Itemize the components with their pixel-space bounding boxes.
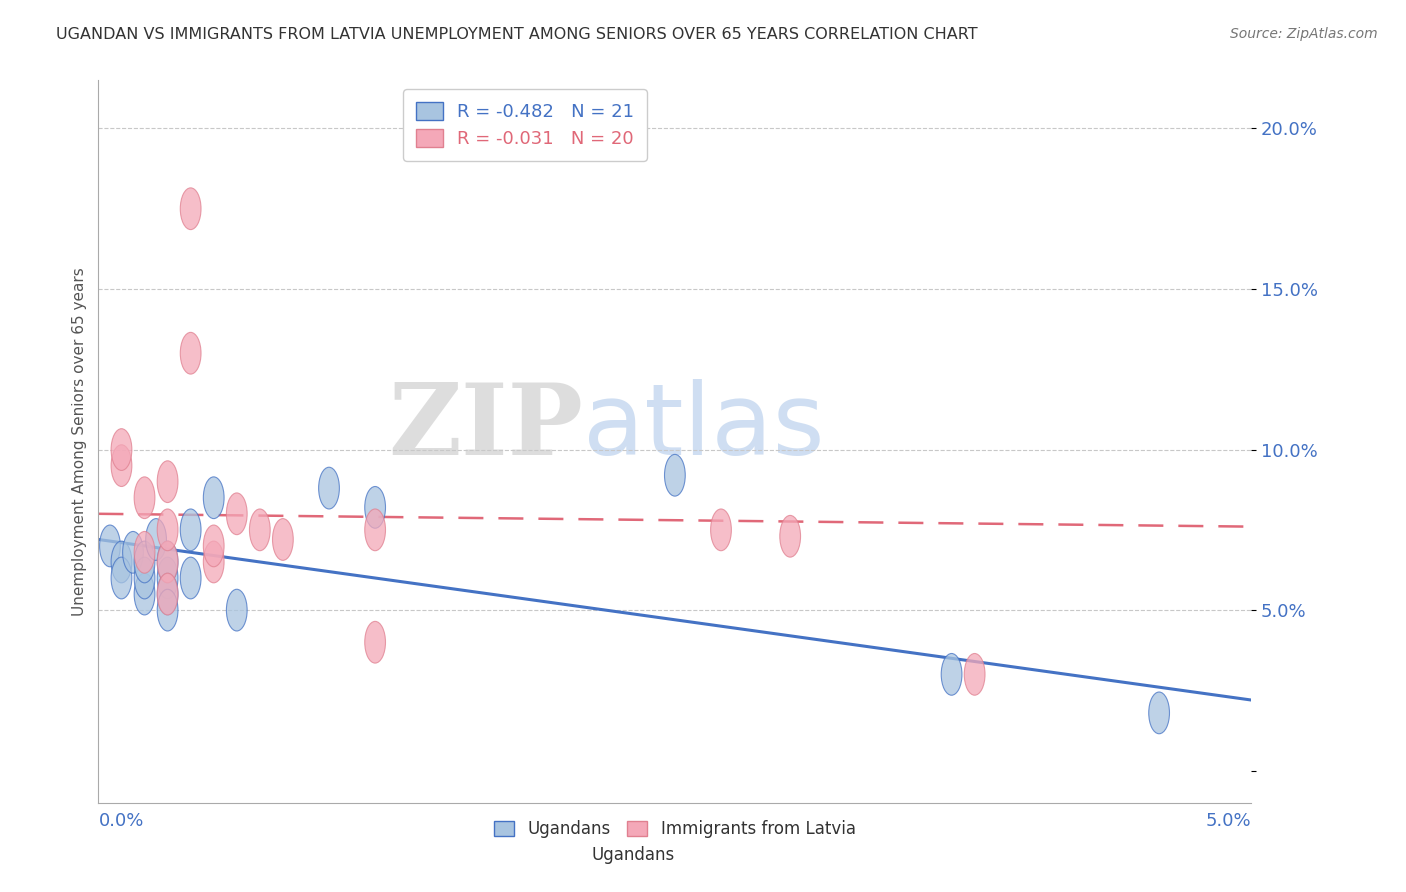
- Ellipse shape: [249, 509, 270, 550]
- Ellipse shape: [180, 188, 201, 229]
- Ellipse shape: [364, 509, 385, 550]
- Ellipse shape: [1149, 692, 1170, 734]
- Ellipse shape: [780, 516, 800, 558]
- Ellipse shape: [157, 558, 179, 599]
- Y-axis label: Unemployment Among Seniors over 65 years: Unemployment Among Seniors over 65 years: [72, 268, 87, 615]
- Ellipse shape: [180, 509, 201, 550]
- Ellipse shape: [204, 541, 224, 582]
- Ellipse shape: [710, 509, 731, 550]
- Legend: Ugandans, Immigrants from Latvia: Ugandans, Immigrants from Latvia: [488, 814, 862, 845]
- Ellipse shape: [180, 558, 201, 599]
- Ellipse shape: [204, 525, 224, 566]
- Ellipse shape: [364, 486, 385, 528]
- Ellipse shape: [364, 622, 385, 663]
- Ellipse shape: [134, 477, 155, 518]
- Ellipse shape: [122, 532, 143, 574]
- Ellipse shape: [157, 541, 179, 582]
- Ellipse shape: [111, 558, 132, 599]
- Ellipse shape: [146, 518, 166, 560]
- Ellipse shape: [134, 532, 155, 574]
- Ellipse shape: [111, 541, 132, 582]
- Text: Source: ZipAtlas.com: Source: ZipAtlas.com: [1230, 27, 1378, 41]
- Ellipse shape: [204, 477, 224, 518]
- Text: atlas: atlas: [582, 378, 824, 475]
- Ellipse shape: [157, 461, 179, 502]
- Ellipse shape: [100, 525, 121, 566]
- Text: UGANDAN VS IMMIGRANTS FROM LATVIA UNEMPLOYMENT AMONG SENIORS OVER 65 YEARS CORRE: UGANDAN VS IMMIGRANTS FROM LATVIA UNEMPL…: [56, 27, 977, 42]
- Text: 0.0%: 0.0%: [98, 813, 143, 830]
- Ellipse shape: [965, 654, 986, 695]
- Ellipse shape: [111, 429, 132, 470]
- Ellipse shape: [134, 541, 155, 582]
- Ellipse shape: [134, 574, 155, 615]
- Ellipse shape: [157, 590, 179, 631]
- Ellipse shape: [157, 509, 179, 550]
- Ellipse shape: [665, 454, 685, 496]
- Ellipse shape: [157, 574, 179, 615]
- Ellipse shape: [226, 493, 247, 534]
- Ellipse shape: [180, 333, 201, 374]
- Ellipse shape: [134, 558, 155, 599]
- Ellipse shape: [111, 445, 132, 486]
- Ellipse shape: [226, 590, 247, 631]
- Ellipse shape: [273, 518, 294, 560]
- Ellipse shape: [157, 574, 179, 615]
- Text: Ugandans: Ugandans: [592, 847, 675, 864]
- Ellipse shape: [157, 541, 179, 582]
- Ellipse shape: [319, 467, 339, 509]
- Text: 5.0%: 5.0%: [1206, 813, 1251, 830]
- Ellipse shape: [941, 654, 962, 695]
- Text: ZIP: ZIP: [388, 378, 582, 475]
